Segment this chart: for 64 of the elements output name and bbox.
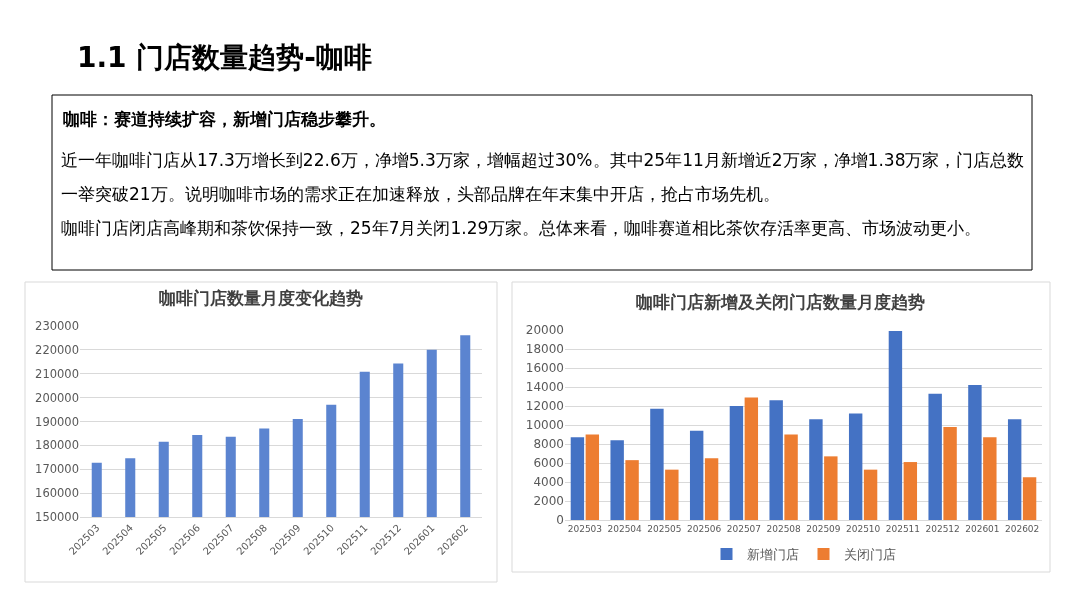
bar (943, 426, 957, 520)
y-tick-label: 230000 (35, 319, 79, 334)
y-tick-label: 170000 (35, 462, 79, 477)
text: 咖啡门店闭店高峰期和茶饮保持一致，25年7月关闭1.29万家。总体来看，咖啡赛道相比茶饮存活率更高、市场波动更小。 (61, 218, 982, 238)
x-tick-label: 202601 (965, 523, 1000, 534)
x-tick-label: 202509 (806, 523, 841, 534)
y-tick-label: 190000 (35, 414, 79, 429)
y-tick-label: 4000 (533, 475, 564, 490)
x-tick-label: 202507 (726, 523, 762, 534)
x-tick-label: 202511 (885, 523, 921, 534)
x-tick-label: 202510 (845, 523, 881, 534)
x-tick-label: 202504 (607, 523, 643, 534)
y-tick-label: 150000 (35, 510, 79, 525)
y-tick-label: 16000 (525, 361, 564, 376)
chart-title: 咖啡门店新增及关闭门店数量月度趋势 (636, 292, 925, 312)
bar (650, 408, 664, 520)
y-tick-label: 220000 (35, 342, 79, 357)
bar (903, 462, 918, 520)
x-tick-label: 202506 (686, 523, 722, 534)
x-tick-label: 202503 (567, 523, 603, 534)
bar (784, 434, 798, 520)
bar (769, 400, 783, 520)
y-tick-label: 20000 (525, 323, 564, 338)
bar (729, 406, 744, 520)
bar (1007, 419, 1022, 520)
bar (665, 469, 679, 520)
bar (585, 434, 600, 520)
y-tick-label: 6000 (533, 456, 564, 471)
y-tick-label: 210000 (35, 366, 79, 381)
bar (704, 458, 719, 520)
bar (983, 437, 997, 520)
x-tick-label: 202512 (925, 523, 960, 534)
text: 咖啡：赛道持续扩容，新增门店稳步攀升。 (63, 109, 386, 129)
y-tick-label: 0 (556, 513, 564, 528)
x-tick-label: 202505 (647, 523, 682, 534)
text: 近一年咖啡门店从17.3万增长到22.6万，净增5.3万家，增幅超过30%。其中25年11月新增近2万家，净增1.38万家，门店总数一举突破21万。说明咖啡市场的需求正在加速释放，头部品牌在年末集中开店，抢占市场先机。 (61, 150, 1025, 204)
bar (968, 385, 982, 520)
bar (610, 440, 624, 520)
legend-label: 关闭门店 (843, 547, 896, 563)
bar (1022, 477, 1037, 520)
bar (928, 393, 942, 520)
y-tick-label: 180000 (35, 438, 79, 453)
bar (848, 413, 863, 520)
text: 1.1 门店数量趋势-咖啡 (77, 41, 372, 74)
y-tick-label: 2000 (533, 494, 564, 509)
bar (570, 437, 585, 520)
bar (809, 419, 823, 520)
bar (744, 397, 759, 520)
x-tick-label: 202602 (1004, 523, 1040, 534)
bar (863, 469, 878, 520)
y-tick-label: 18000 (525, 342, 564, 357)
bar (625, 460, 639, 520)
bar (689, 430, 704, 520)
bar (888, 330, 903, 520)
x-tick-label: 202508 (766, 523, 802, 534)
y-tick-label: 10000 (525, 418, 564, 433)
y-tick-label: 8000 (533, 437, 564, 452)
chart-title: 咖啡门店数量月度变化趋势 (159, 288, 363, 308)
y-tick-label: 160000 (35, 486, 79, 501)
y-tick-label: 12000 (525, 399, 564, 414)
bar (824, 456, 838, 520)
y-tick-label: 14000 (525, 380, 564, 395)
legend-label: 新增门店 (746, 547, 799, 563)
y-tick-label: 200000 (35, 390, 79, 405)
